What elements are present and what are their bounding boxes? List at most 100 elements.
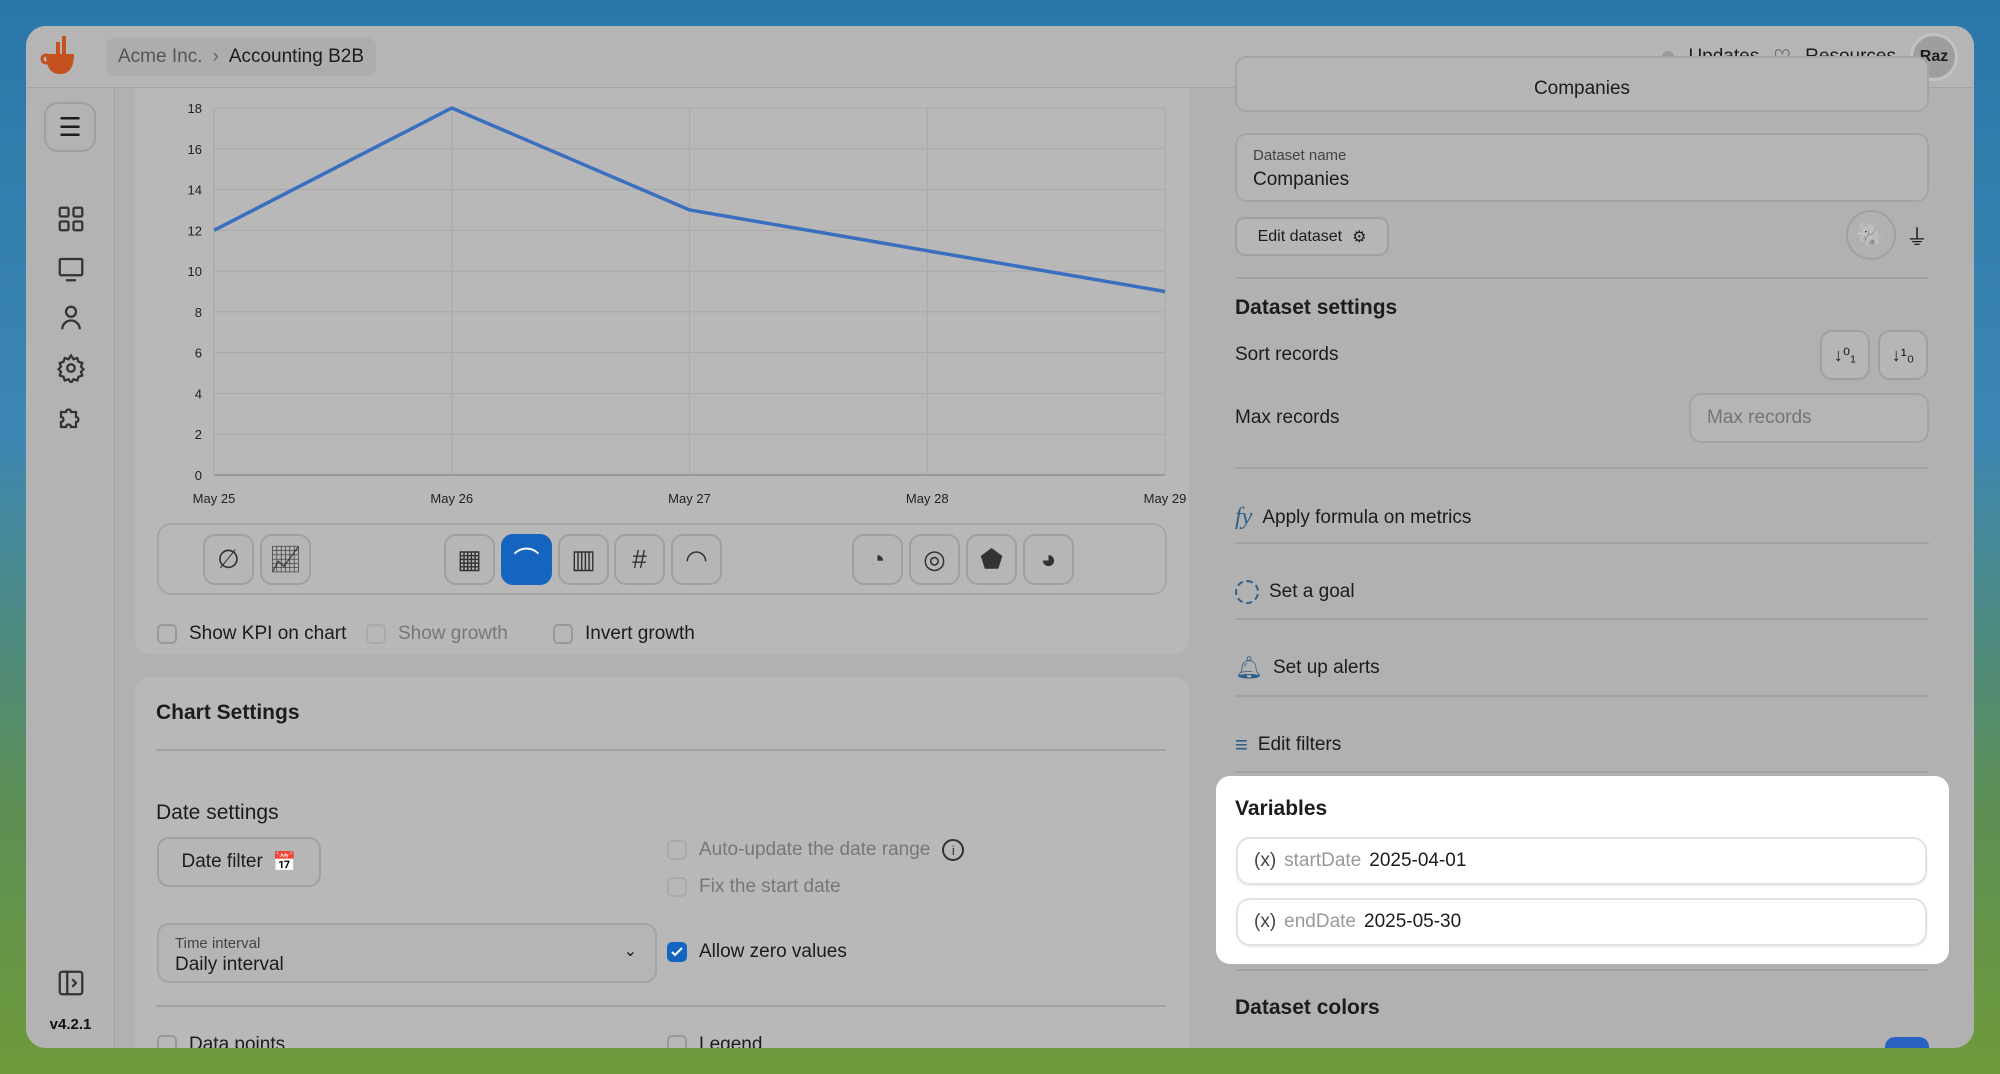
- bar-chart-icon[interactable]: ▥: [558, 534, 609, 585]
- dataset-name-input[interactable]: Dataset name Companies: [1235, 133, 1929, 202]
- sidebar-toggle-icon[interactable]: [56, 968, 86, 998]
- set-goal-item[interactable]: Set a goal: [1235, 580, 1355, 604]
- version-label: v4.2.1: [49, 1016, 92, 1033]
- y-tick-label: 12: [188, 223, 202, 238]
- app-logo-icon: [40, 36, 74, 74]
- edit-filters-item[interactable]: ≡ Edit filters: [1235, 732, 1341, 758]
- variables-title: Variables: [1235, 797, 1328, 820]
- time-interval-label: Time interval: [175, 935, 261, 952]
- variable-end-date[interactable]: (x) endDate 2025-05-30: [1236, 898, 1927, 946]
- y-tick-label: 18: [188, 101, 202, 116]
- breadcrumb: Acme Inc. › Accounting B2B: [106, 38, 377, 76]
- postgres-icon[interactable]: 🐘: [1846, 210, 1896, 260]
- kpi-chart-icon[interactable]: 📈︎: [260, 534, 311, 585]
- breadcrumb-org[interactable]: Acme Inc.: [118, 46, 203, 67]
- time-interval-value: Daily interval: [175, 954, 284, 975]
- doughnut-icon[interactable]: ◎: [909, 534, 960, 585]
- user-icon[interactable]: [56, 303, 86, 333]
- date-filter-button[interactable]: Date filter 📅: [157, 837, 321, 887]
- line-chart-icon[interactable]: ⌒: [501, 534, 552, 585]
- fix-start-label: Fix the start date: [699, 876, 841, 897]
- gear-icon[interactable]: [56, 353, 86, 383]
- sort-descending-icon[interactable]: ↓¹₀: [1878, 330, 1928, 380]
- goal-icon: [1235, 580, 1259, 604]
- apply-formula-item[interactable]: fy Apply formula on metrics: [1235, 504, 1471, 531]
- y-tick-label: 16: [188, 142, 202, 157]
- y-tick-label: 0: [195, 468, 202, 483]
- y-tick-label: 8: [195, 305, 202, 320]
- y-tick-label: 14: [188, 183, 202, 198]
- date-filter-label: Date filter: [181, 851, 263, 872]
- monitor-icon[interactable]: [56, 254, 86, 284]
- time-interval-select[interactable]: Time interval Daily interval ⌄: [157, 923, 657, 983]
- show-kpi-label: Show KPI on chart: [189, 623, 347, 644]
- calendar-icon: 📅: [272, 852, 297, 873]
- pie-chart-icon[interactable]: ◔: [852, 534, 903, 585]
- y-tick-label: 10: [188, 264, 202, 279]
- polar-icon[interactable]: ◕: [1023, 534, 1074, 585]
- invert-growth-label: Invert growth: [585, 623, 695, 644]
- dataset-tab-companies[interactable]: Companies: [1235, 56, 1929, 112]
- show-growth-checkbox[interactable]: Show growth: [366, 623, 508, 645]
- variable-value: 2025-04-01: [1369, 850, 1467, 871]
- dataset-name-value: Companies: [1253, 169, 1350, 190]
- max-records-label: Max records: [1235, 407, 1340, 428]
- chevron-down-icon: ⌄: [623, 943, 637, 960]
- sort-records-label: Sort records: [1235, 344, 1339, 365]
- variables-panel: Variables (x) startDate 2025-04-01 (x) endD…: [1216, 776, 1949, 964]
- data-points-checkbox[interactable]: Data points: [157, 1034, 285, 1048]
- edit-filters-label: Edit filters: [1257, 734, 1342, 755]
- fix-start-date-checkbox[interactable]: Fix the start date: [667, 876, 841, 898]
- variable-icon: (x): [1254, 850, 1277, 871]
- variable-key: endDate: [1284, 911, 1356, 932]
- date-settings-label: Date settings: [156, 801, 279, 824]
- chevron-right-icon: ›: [212, 46, 219, 67]
- variable-key: startDate: [1284, 850, 1362, 871]
- allow-zero-label: Allow zero values: [699, 941, 847, 962]
- x-tick-label: May 26: [430, 491, 473, 506]
- show-kpi-checkbox[interactable]: Show KPI on chart: [157, 623, 346, 645]
- variable-value: 2025-05-30: [1364, 911, 1462, 932]
- gauge-icon[interactable]: ◠: [671, 534, 722, 585]
- legend-checkbox[interactable]: Legend: [667, 1034, 762, 1048]
- menu-icon[interactable]: ☰: [44, 102, 96, 152]
- y-tick-label: 2: [195, 427, 202, 442]
- edit-dataset-button[interactable]: Edit dataset ⚙: [1235, 217, 1389, 256]
- sidebar: ☰ v4.2.1: [26, 88, 115, 1048]
- chart-type-toolbar: ∅ 📈︎ ▦ ⌒ ▥ # ◠ ◔ ◎ ⬟ ◕: [157, 523, 1167, 595]
- show-growth-label: Show growth: [398, 623, 508, 644]
- invert-growth-checkbox[interactable]: Invert growth: [553, 623, 695, 645]
- hash-icon[interactable]: #: [614, 534, 665, 585]
- dashboard-icon[interactable]: [56, 204, 86, 234]
- sort-ascending-icon[interactable]: ↓⁰₁: [1820, 330, 1870, 380]
- table-icon[interactable]: ▦: [444, 534, 495, 585]
- chart-settings-title: Chart Settings: [156, 701, 300, 724]
- x-tick-label: May 28: [906, 491, 949, 506]
- data-points-label: Data points: [189, 1034, 286, 1048]
- line-chart: 0 2 4 6 8 10 12 14 16 18 May 25 May 26 May 27 May 28 M…: [188, 101, 1187, 506]
- dataset-settings-title: Dataset settings: [1235, 296, 1398, 319]
- x-tick-label: May 25: [193, 491, 236, 506]
- variable-start-date[interactable]: (x) startDate 2025-04-01: [1236, 837, 1927, 885]
- breadcrumb-project[interactable]: Accounting B2B: [228, 46, 365, 67]
- dataset-color-swatch[interactable]: [1885, 1037, 1929, 1048]
- radar-icon[interactable]: ⬟: [966, 534, 1017, 585]
- no-chart-icon[interactable]: ∅: [203, 534, 254, 585]
- info-icon[interactable]: i: [942, 839, 965, 861]
- auto-update-label: Auto-update the date range: [699, 839, 931, 860]
- chart-card: 0 2 4 6 8 10 12 14 16 18 May 25 May 26 May 27 May 28 M…: [135, 88, 1189, 654]
- app-window: Acme Inc. › Accounting B2B Updates ♡ Res…: [26, 26, 1974, 1048]
- y-tick-label: 6: [195, 346, 202, 361]
- allow-zero-checkbox[interactable]: Allow zero values: [667, 941, 847, 963]
- set-alerts-item[interactable]: 🔔︎ Set up alerts: [1235, 655, 1380, 681]
- max-records-input[interactable]: [1689, 393, 1929, 443]
- plug-icon[interactable]: ⏚: [1906, 225, 1929, 250]
- gear-icon: ⚙: [1352, 228, 1367, 246]
- bell-plus-icon: 🔔︎: [1235, 655, 1263, 680]
- apply-formula-label: Apply formula on metrics: [1262, 506, 1472, 528]
- x-tick-label: May 29: [1144, 491, 1187, 506]
- filter-icon: ≡: [1235, 732, 1248, 757]
- puzzle-icon[interactable]: [56, 402, 86, 432]
- edit-dataset-label: Edit dataset: [1257, 227, 1343, 245]
- auto-update-checkbox[interactable]: Auto-update the date range i: [667, 839, 965, 861]
